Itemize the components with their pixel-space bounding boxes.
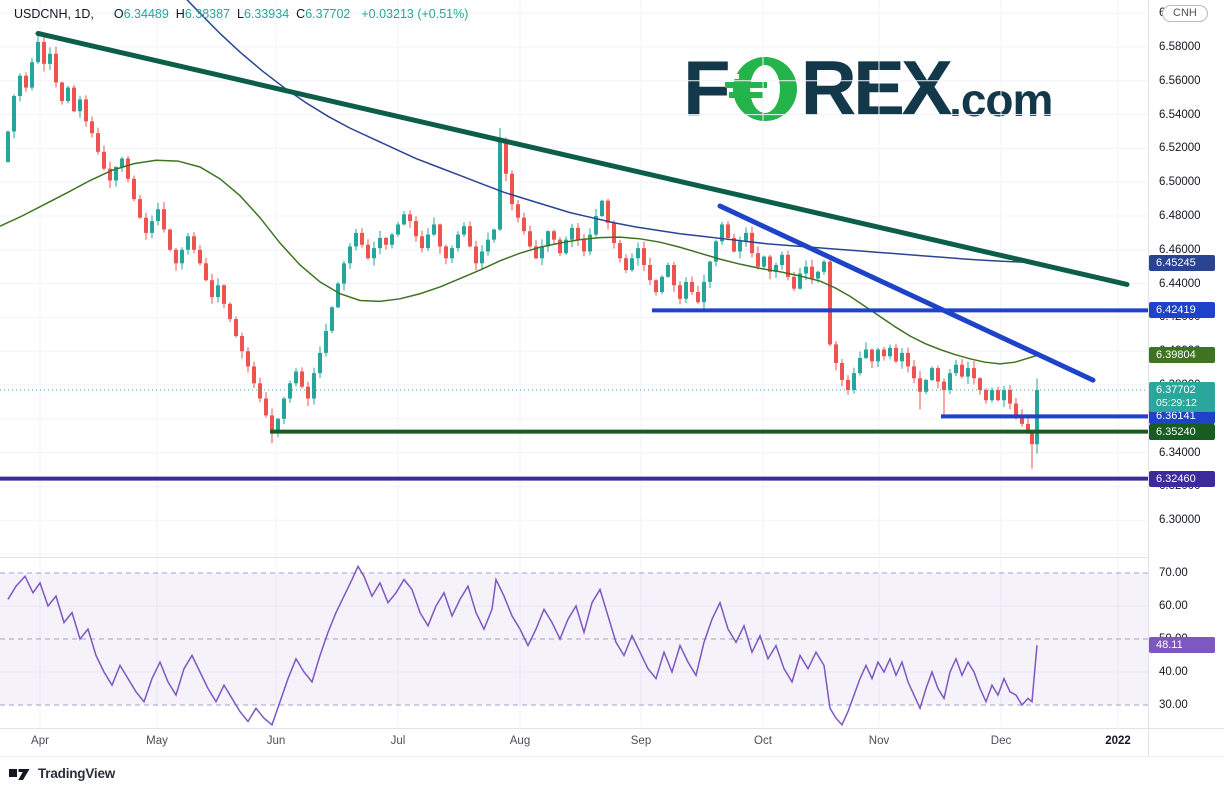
tradingview-icon — [9, 769, 30, 780]
forex-com-watermark: F R E X .com — [683, 44, 1053, 132]
open-value: 6.34489 — [123, 7, 169, 21]
hline-2-value: 6.36141 — [1149, 408, 1215, 425]
high-value: 6.38387 — [184, 7, 231, 21]
candles-layer — [6, 31, 1039, 469]
symbol-legend: USDCNH, 1D, O6.34489 H6.38387 L6.33934 C… — [14, 7, 469, 21]
ma-fast-value: 6.39804 — [1149, 346, 1215, 363]
low-value: 6.33934 — [243, 7, 290, 21]
rsi-value-badge: 48.11 — [1149, 637, 1215, 654]
currency-toggle-button[interactable]: CNH — [1162, 5, 1208, 22]
ma-slow-value: 6.45245 — [1149, 254, 1215, 271]
hlines-layer — [0, 308, 1148, 481]
time-tick-month: Oct — [754, 735, 772, 747]
time-tick-month: Aug — [509, 735, 531, 747]
current-price: 6.37702 05:29:12 — [1149, 382, 1215, 413]
axis-corner — [1148, 729, 1224, 757]
time-tick-month: Nov — [868, 735, 890, 747]
trendline-major — [35, 30, 1130, 287]
hline-1-value: 6.42419 — [1149, 302, 1215, 319]
time-tick-month: Sep — [630, 735, 652, 747]
tradingview-logo-link[interactable]: TradingView — [9, 766, 115, 781]
watermark-letter-f: F — [683, 44, 731, 132]
trendlines-layer — [35, 30, 1130, 383]
watermark-o-icon — [724, 57, 797, 121]
price-tick: 6.34000 — [1159, 446, 1201, 459]
bar-countdown: 05:29:12 — [1156, 397, 1197, 410]
hline-3-value: 6.35240 — [1149, 423, 1215, 440]
current-price-value: 6.37702 — [1156, 384, 1196, 397]
rsi-tick: 30.00 — [1159, 699, 1188, 711]
hline-4-value: 6.32460 — [1149, 470, 1215, 487]
price-tick: 6.58000 — [1159, 41, 1201, 53]
chart-canvas[interactable] — [0, 0, 1148, 756]
pane-separator[interactable] — [0, 557, 1224, 558]
price-axis[interactable]: CNH 6.600006.580006.560006.540006.520006… — [1148, 0, 1224, 756]
rsi-tick: 60.00 — [1159, 600, 1188, 612]
time-tick-year: 2022 — [1105, 735, 1131, 747]
ma-slow-line — [186, 0, 1041, 264]
price-tick: 6.44000 — [1159, 277, 1201, 290]
price-tick: 6.50000 — [1159, 176, 1201, 189]
time-tick-month: Jun — [266, 735, 286, 747]
symbol-title[interactable]: USDCNH, 1D, — [14, 7, 94, 21]
price-tick: 6.54000 — [1159, 108, 1201, 121]
ma-fast-line — [0, 159, 1041, 365]
price-tick: 6.30000 — [1159, 514, 1201, 527]
time-axis[interactable]: Apr May Jun Jul Aug Sep Oct Nov Dec 2022 — [0, 728, 1224, 757]
close-value: 6.37702 — [305, 7, 351, 21]
trendline-minor — [717, 203, 1096, 383]
moving-averages-layer — [0, 0, 1041, 365]
rsi-tick: 40.00 — [1159, 666, 1188, 678]
time-tick-month: May — [146, 735, 168, 747]
rsi-band-layer — [0, 572, 1148, 706]
footer-bar: TradingView — [0, 756, 1224, 790]
time-tick-month: Apr — [31, 735, 49, 747]
rsi-tick: 70.00 — [1159, 567, 1188, 579]
price-tick: 6.46000 — [1159, 243, 1201, 256]
price-tick: 6.48000 — [1159, 210, 1201, 222]
change-value: +0.03213 (+0.51%) — [361, 7, 469, 21]
price-tick: 6.52000 — [1159, 142, 1201, 155]
rsi-line — [7, 564, 1038, 727]
grid-layer — [0, 0, 1148, 727]
tradingview-brand-text: TradingView — [38, 766, 116, 781]
time-tick-month: Jul — [390, 735, 406, 747]
price-tick: 6.56000 — [1159, 74, 1201, 87]
time-tick-month: Dec — [990, 735, 1012, 747]
rsi-layer — [7, 564, 1038, 727]
